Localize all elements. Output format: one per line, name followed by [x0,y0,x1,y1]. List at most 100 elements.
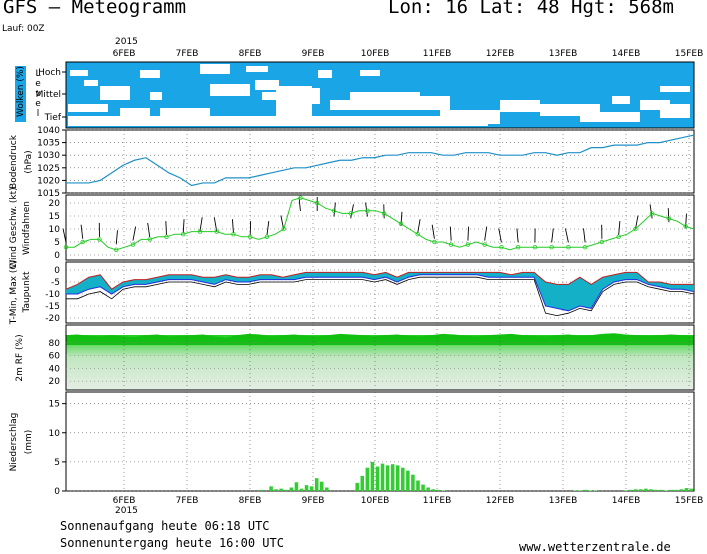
cloud-gap-27 [580,112,640,122]
wind-panel [66,195,694,260]
precip-bar-113 [639,489,643,491]
pressure-ytick-label-5: 1040 [37,126,60,136]
precip-bar-115 [649,489,653,491]
temp-ylabel: T-Min, Max (C) [9,260,19,325]
precip-bar-49 [315,478,319,491]
date-label-top-2: 8FEB [239,49,262,59]
wind-barb-50 [485,227,487,241]
cloud-level-axis-letter-1: e [35,79,41,89]
temp-ytick-label-3: -15 [45,302,60,312]
date-label-bottom-9: 15FEB [675,496,704,506]
precip-ytick-label-3: 15 [49,400,60,410]
rh-ylabel: 2m RF (%) [15,334,25,381]
rh-ytick-label-0: 20 [49,377,61,387]
precip-bar-60 [371,462,375,491]
precip-bar-71 [426,488,430,491]
wind-barb-10 [148,223,150,237]
precip-bar-66 [401,468,405,491]
date-label-bottom-2: 8FEB [239,496,262,506]
precip-ylabel: Niederschlag [9,413,19,472]
pressure-ytick-label-2: 1025 [37,164,60,174]
precip-bar-111 [629,490,633,491]
temp-ylabel2: Taupunkt [22,271,32,314]
wind-barb-24 [267,221,269,235]
wind-barb-66 [619,221,620,235]
precip-bar-48 [310,486,314,491]
cloud-ylabel: Wolken (%) [16,66,26,117]
date-label-top-0: 6FEB [113,49,136,59]
precip-bar-67 [406,471,410,491]
wind-barb-52 [499,228,502,242]
cloud-gap-23 [612,96,630,104]
precip-bar-63 [386,465,390,491]
precip-bar-122 [685,488,689,491]
cloud-gap-18 [420,96,450,110]
precip-bar-50 [320,482,324,491]
cloud-gap-28 [68,116,488,126]
precip-unit: (mm) [24,430,34,455]
pressure-unit: (hPa) [24,150,34,173]
pressure-ylabel: Bodendruck [9,134,19,189]
precip-bar-74 [442,490,446,491]
cloud-gap-0 [70,70,88,76]
precip-bar-112 [634,489,638,491]
temp-ytick-label-1: -5 [51,278,60,288]
pressure-ytick-label-3: 1030 [37,151,60,161]
precip-ytick-label-1: 5 [54,458,60,468]
wind-ytick-label-2: 10 [49,225,61,235]
cloud-level-axis-letter-0: L [35,69,40,79]
precip-bar-110 [624,490,628,491]
cloud-level-axis-letter-3: e [35,99,41,109]
precip-bar-62 [381,464,385,491]
rh-ytick-label-2: 60 [49,352,61,362]
cloud-gap-1 [84,80,98,86]
precip-bar-45 [295,482,299,491]
humidity-area [66,333,694,345]
cloud-level-axis-letter-4: l [37,109,40,119]
date-label-bottom-0: 6FEB [113,496,136,506]
cloud-gap-14 [318,70,332,78]
precip-bar-118 [664,490,668,491]
cloud-gap-26 [660,104,690,118]
precip-bar-64 [391,464,395,491]
wind-barb-20 [232,219,233,233]
date-label-bottom-4: 10FEB [361,496,390,506]
precip-bar-72 [431,489,435,491]
precip-panel [66,392,694,491]
wind-ylabel: Wind Geschw. (kt) [9,187,19,268]
cloud-gap-15 [312,88,320,104]
wind-ytick-label-3: 15 [49,212,60,222]
wind-barb-60 [565,228,568,242]
precip-bar-119 [669,490,673,491]
date-label-bottom-5: 11FEB [423,496,452,506]
cloud-gap-3 [140,70,160,78]
cloud-gap-19 [360,70,380,76]
precip-bar-70 [421,485,425,491]
precip-bar-73 [436,490,440,491]
cloud-gap-10 [246,66,268,72]
precip-bar-120 [675,490,679,491]
cloud-gap-5 [68,104,108,112]
rh-ytick-label-3: 80 [49,339,61,349]
date-label-top-3: 9FEB [302,49,325,59]
date-label-bottom-8: 14FEB [612,496,641,506]
precip-bar-100 [573,490,577,491]
wind-barb-2 [81,225,83,239]
precip-bar-46 [300,489,304,491]
date-label-top-8: 14FEB [612,49,641,59]
precip-bar-40 [269,486,273,491]
date-label-bottom-3: 9FEB [302,496,325,506]
date-label-top-9: 15FEB [675,49,704,59]
precip-bar-114 [644,489,648,491]
precip-bar-116 [654,490,658,491]
pressure-ytick-label-0: 1015 [37,189,60,199]
date-label-bottom-6: 12FEB [486,496,515,506]
cloud-gap-17 [350,92,420,110]
precip-bar-121 [680,489,684,491]
cloud-gap-2 [100,86,130,100]
precip-bar-65 [396,465,400,491]
cloud-gap-16 [330,100,350,110]
cloud-gap-4 [150,92,162,100]
date-label-top-5: 11FEB [423,49,452,59]
